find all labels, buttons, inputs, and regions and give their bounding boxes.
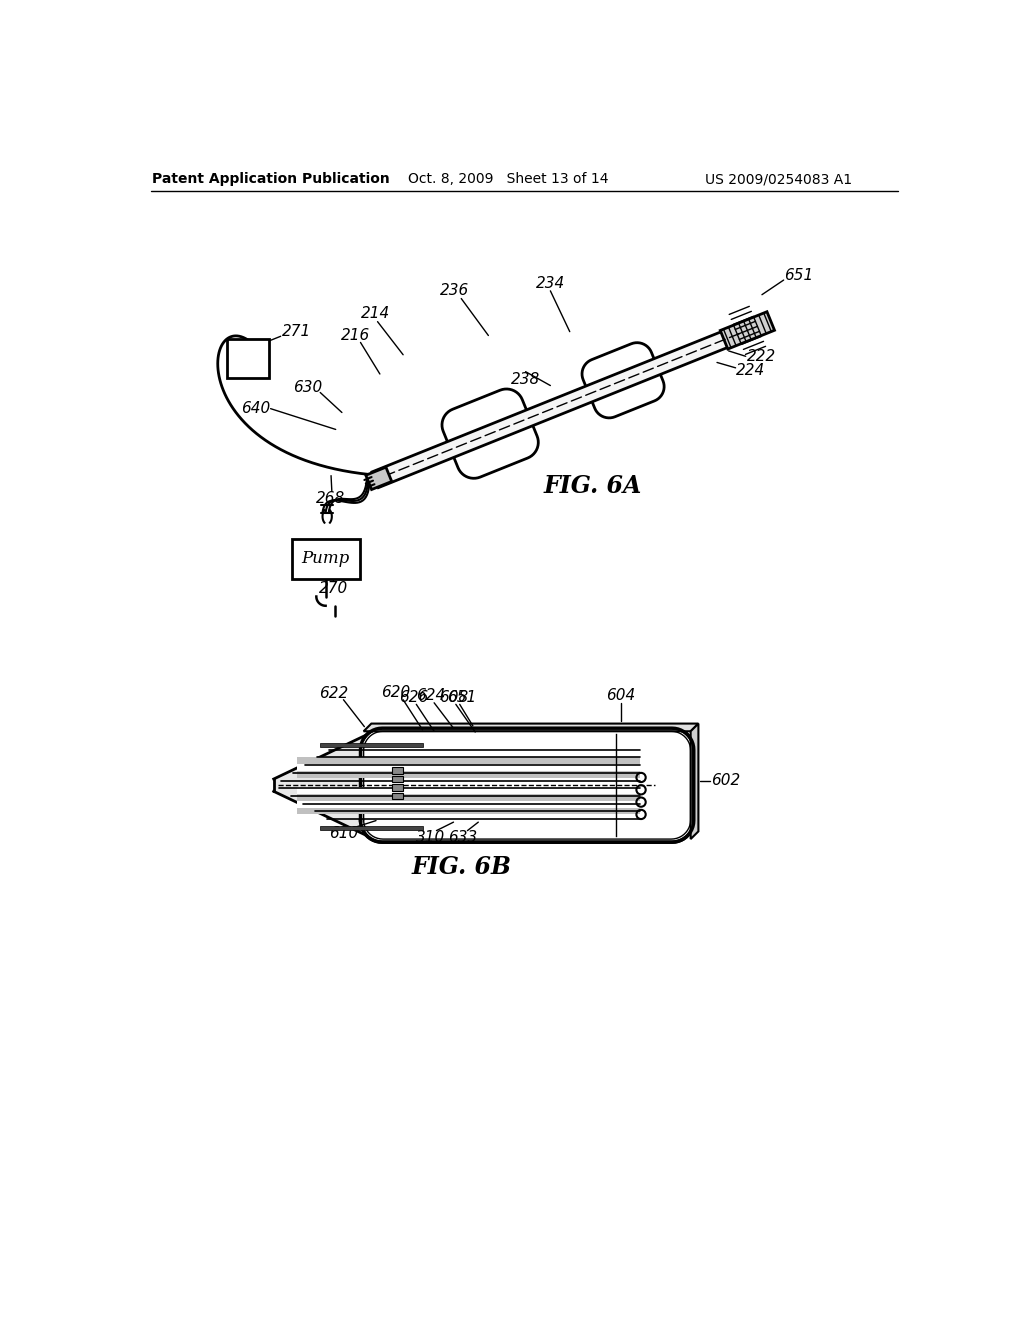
Text: 271: 271 (282, 325, 310, 339)
FancyBboxPatch shape (227, 339, 269, 378)
Polygon shape (321, 826, 423, 830)
Text: 216: 216 (340, 327, 370, 343)
Text: 633: 633 (449, 830, 477, 845)
Text: 224: 224 (736, 363, 766, 378)
Text: 270: 270 (318, 581, 348, 595)
Polygon shape (360, 729, 693, 842)
Text: 630: 630 (293, 380, 323, 396)
Polygon shape (690, 723, 698, 840)
Polygon shape (391, 776, 403, 781)
Polygon shape (297, 758, 640, 764)
Text: 238: 238 (511, 372, 541, 387)
Text: 608: 608 (439, 690, 468, 705)
Text: 651: 651 (784, 268, 814, 282)
Text: 626: 626 (398, 690, 428, 705)
Text: 268: 268 (316, 491, 346, 507)
Polygon shape (297, 800, 640, 808)
Polygon shape (391, 784, 403, 791)
Text: 222: 222 (746, 348, 776, 364)
Text: 640: 640 (241, 401, 270, 416)
Polygon shape (297, 771, 640, 779)
Polygon shape (442, 389, 539, 478)
Text: 622: 622 (318, 686, 348, 701)
Polygon shape (582, 343, 665, 418)
Text: 602: 602 (711, 774, 740, 788)
Text: 214: 214 (361, 306, 390, 322)
Polygon shape (391, 767, 403, 774)
Polygon shape (321, 743, 423, 747)
Polygon shape (366, 467, 392, 490)
Text: US 2009/0254083 A1: US 2009/0254083 A1 (706, 172, 853, 186)
Text: FIG. 6B: FIG. 6B (412, 855, 511, 879)
Polygon shape (297, 764, 640, 771)
Text: 624: 624 (417, 688, 445, 704)
Polygon shape (297, 808, 640, 814)
FancyBboxPatch shape (292, 539, 359, 579)
Text: 236: 236 (440, 284, 470, 298)
Text: 604: 604 (606, 688, 636, 702)
Text: 651: 651 (446, 690, 476, 705)
Polygon shape (364, 723, 698, 731)
Text: 610: 610 (329, 826, 358, 841)
Text: Patent Application Publication: Patent Application Publication (153, 172, 390, 186)
Text: Pump: Pump (301, 550, 350, 568)
Polygon shape (391, 793, 403, 799)
Text: 310: 310 (416, 830, 444, 845)
Polygon shape (297, 787, 640, 793)
Text: 620: 620 (381, 685, 410, 700)
Polygon shape (372, 322, 752, 487)
Polygon shape (273, 737, 365, 834)
Polygon shape (297, 793, 640, 800)
Text: 234: 234 (536, 276, 565, 290)
Polygon shape (720, 312, 774, 348)
Text: Oct. 8, 2009   Sheet 13 of 14: Oct. 8, 2009 Sheet 13 of 14 (408, 172, 608, 186)
Text: FIG. 6A: FIG. 6A (544, 474, 642, 498)
